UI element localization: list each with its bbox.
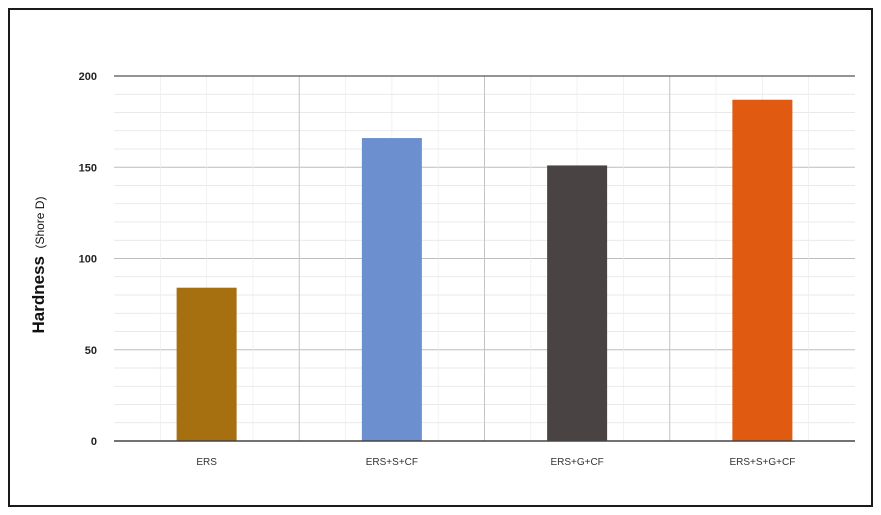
chart-frame — [8, 8, 873, 507]
y-tick-label: 200 — [79, 71, 97, 83]
y-tick-label: 0 — [91, 436, 97, 448]
x-tick-label: ERS+S+CF — [366, 457, 418, 468]
y-tick-label: 50 — [85, 345, 97, 357]
bar-ers — [176, 287, 237, 441]
x-tick-label: ERS — [196, 457, 217, 468]
bar-ers-s-g-cf — [732, 99, 793, 441]
y-axis-unit: (Shore D) — [33, 197, 47, 249]
y-tick-labels: 0 50 100 150 200 — [79, 71, 97, 448]
y-axis-title: Hardness (Shore D) — [29, 197, 48, 334]
bar-ers-g-cf — [547, 165, 608, 442]
svg-text:Hardness (Shore D): Hardness (Shore D) — [29, 197, 48, 334]
y-tick-label: 150 — [79, 162, 97, 174]
x-tick-labels: ERS ERS+S+CF ERS+G+CF ERS+S+G+CF — [196, 457, 795, 468]
x-tick-label: ERS+S+G+CF — [729, 457, 795, 468]
y-tick-label: 100 — [79, 254, 97, 266]
bars — [176, 99, 793, 442]
x-tick-label: ERS+G+CF — [550, 457, 603, 468]
y-axis-label: Hardness — [29, 256, 48, 333]
bar-ers-s-cf — [361, 138, 422, 442]
